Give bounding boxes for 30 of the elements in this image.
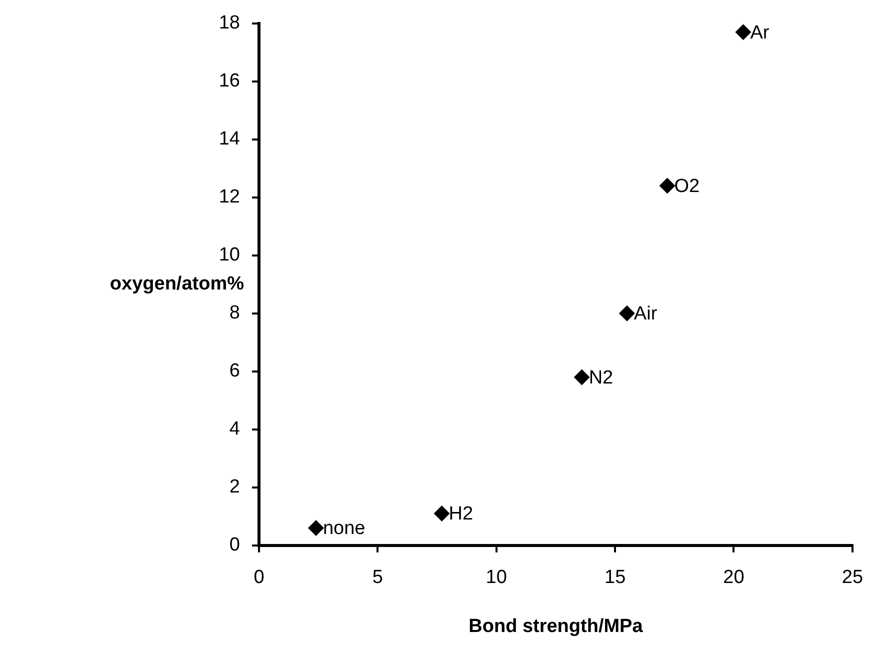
annotation: Air	[634, 304, 658, 325]
y-tick-label: 16	[218, 70, 240, 92]
y-tick-label: 6	[229, 360, 240, 382]
y-tick-label: 0	[229, 534, 240, 556]
y-tick-label: 18	[218, 12, 240, 34]
point	[659, 178, 676, 194]
x-tick-label: 10	[486, 567, 507, 588]
x-tick-label: 5	[372, 567, 383, 588]
x-tick-label: 0	[254, 567, 264, 588]
annotation: H2	[448, 504, 474, 525]
annotation: Ar	[750, 22, 770, 44]
y-tick-label: 14	[218, 128, 240, 150]
y-tick-label: 2	[229, 476, 240, 498]
x-axis-title: Bond strength/MPa	[468, 616, 644, 637]
y-tick-label: 12	[218, 186, 240, 208]
annotation: O2	[674, 176, 700, 198]
point	[574, 369, 590, 386]
point	[308, 520, 324, 536]
y-tick-label: 10	[218, 244, 240, 266]
x-tick-label: 25	[842, 567, 864, 588]
point	[618, 305, 635, 322]
annotation: N2	[588, 367, 614, 388]
x-tick-label: 20	[723, 567, 744, 588]
y-axis-title: oxygen/atom%	[110, 274, 244, 295]
point	[735, 24, 752, 40]
y-tick-label: 8	[229, 302, 240, 324]
x-tick-label: 15	[604, 567, 626, 588]
point	[434, 506, 450, 522]
annotation: none	[322, 518, 366, 540]
y-tick-label: 4	[229, 418, 240, 440]
